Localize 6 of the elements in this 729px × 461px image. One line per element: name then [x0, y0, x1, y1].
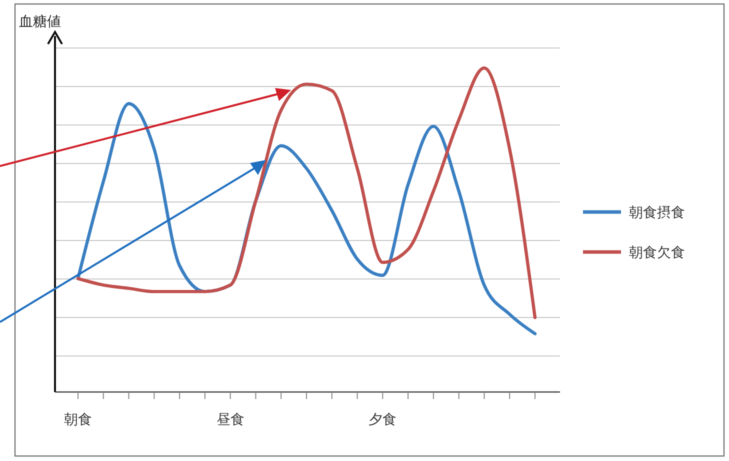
- x-tick-label: 朝食: [64, 412, 92, 428]
- x-tick-label: 昼食: [216, 412, 244, 428]
- legend-label: 朝食欠食: [629, 245, 685, 261]
- legend-label: 朝食摂食: [629, 205, 685, 221]
- x-tick-label: 夕食: [368, 412, 397, 428]
- y-axis-title: 血糖値: [19, 14, 61, 30]
